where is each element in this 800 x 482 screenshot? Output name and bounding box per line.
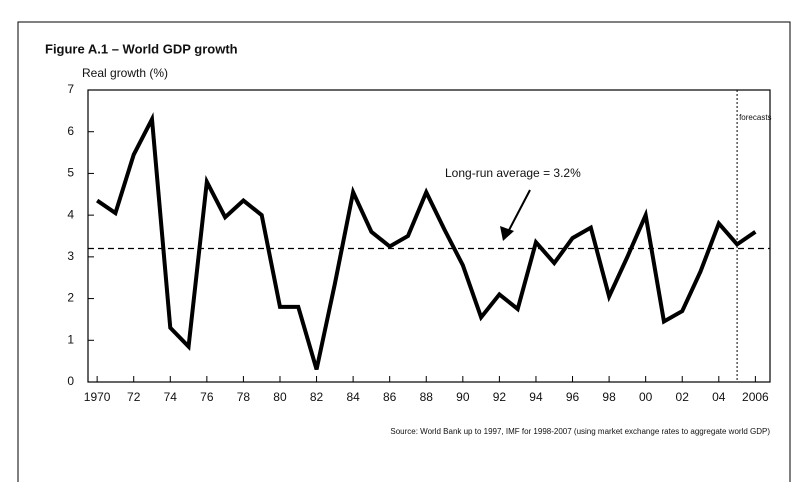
data-line — [96, 112, 757, 371]
y-tick-label: 4 — [67, 207, 74, 221]
chart-title: Figure A.1 – World GDP growth — [45, 41, 238, 56]
y-tick-label: 5 — [67, 166, 74, 180]
figure-border — [17, 21, 791, 482]
x-tick-label: 88 — [420, 390, 434, 404]
x-tick-label: 90 — [456, 390, 470, 404]
x-tick-label: 84 — [346, 390, 360, 404]
average-arrow — [507, 189, 531, 233]
y-tick-label: 2 — [67, 291, 74, 305]
y-tick-label: 0 — [67, 374, 74, 388]
forecast-label: forecasts — [739, 113, 771, 122]
y-tick-label: 3 — [67, 249, 74, 263]
x-tick-label: 72 — [127, 390, 141, 404]
arrow-head — [500, 226, 514, 241]
source-note: Source: World Bank up to 1997, IMF for 1… — [390, 427, 770, 436]
x-tick-label: 1970 — [84, 390, 111, 404]
average-label: Long-run average = 3.2% — [445, 166, 581, 180]
x-tick-label: 80 — [273, 390, 287, 404]
x-tick-label: 02 — [676, 390, 690, 404]
x-tick-label: 04 — [712, 390, 726, 404]
plot-frame — [87, 89, 771, 383]
x-tick-label: 94 — [529, 390, 543, 404]
x-tick-label: 96 — [566, 390, 580, 404]
x-tick-label: 98 — [602, 390, 616, 404]
y-tick-label: 6 — [67, 124, 74, 138]
y-tick-label: 7 — [67, 82, 74, 96]
x-tick-label: 82 — [310, 390, 324, 404]
x-tick-label: 86 — [383, 390, 397, 404]
x-tick-label: 00 — [639, 390, 653, 404]
y-tick-label: 1 — [67, 332, 74, 346]
x-tick-label: 76 — [200, 390, 214, 404]
y-axis-label: Real growth (%) — [82, 66, 168, 80]
x-tick-label: 78 — [237, 390, 251, 404]
x-tick-label: 2006 — [742, 390, 769, 404]
x-tick-label: 74 — [164, 390, 178, 404]
x-tick-label: 92 — [493, 390, 507, 404]
